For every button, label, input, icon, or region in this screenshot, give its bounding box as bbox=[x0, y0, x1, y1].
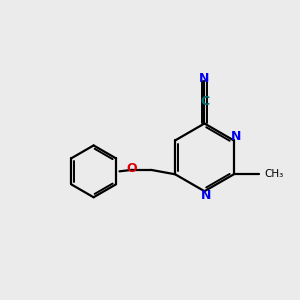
Text: N: N bbox=[201, 188, 212, 202]
Text: C: C bbox=[200, 95, 209, 108]
Text: O: O bbox=[127, 162, 137, 175]
Text: N: N bbox=[231, 130, 241, 143]
Text: CH₃: CH₃ bbox=[264, 169, 284, 179]
Text: N: N bbox=[199, 72, 210, 85]
